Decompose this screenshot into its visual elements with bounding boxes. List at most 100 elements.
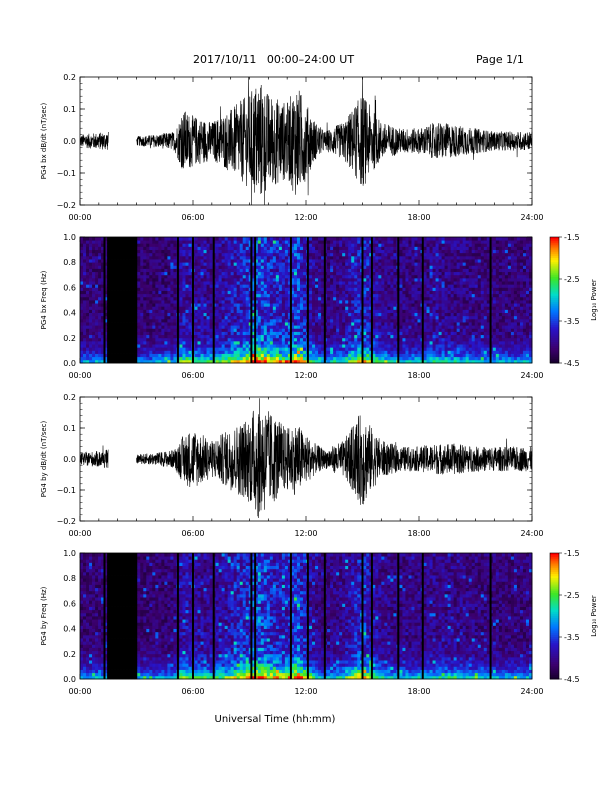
spectrogram-cell [318, 353, 322, 358]
spectrogram-cell [348, 344, 352, 348]
spectrogram-cell [333, 281, 337, 285]
spectrogram-cell [158, 328, 162, 332]
spectrogram-cell [95, 246, 99, 250]
spectrogram-cell [399, 293, 403, 298]
spectrogram-cell [260, 325, 265, 329]
spectrogram-cell [152, 303, 156, 307]
spectrogram-cell [414, 306, 418, 310]
spectrogram-cell [408, 350, 412, 354]
spectrogram-cell [318, 328, 322, 332]
spectrogram-cell [299, 337, 304, 342]
spectrogram-cell [122, 243, 126, 247]
spectrogram-cell [140, 246, 144, 250]
spectrogram-cell [245, 243, 250, 247]
spectrogram-cell [309, 331, 313, 336]
spectrogram-cell [354, 237, 358, 241]
spectrogram-cell [152, 268, 156, 273]
spectrogram-cell [116, 249, 120, 254]
spectrogram-cell [236, 287, 241, 291]
spectrogram-cell [140, 353, 144, 358]
spectrogram-cell [203, 322, 207, 326]
spectrogram-cell [321, 347, 325, 351]
spectrogram-cell [149, 259, 153, 263]
spectrogram-cell [158, 277, 162, 282]
spectrogram-cell [107, 277, 111, 282]
spectrogram-cell [125, 347, 129, 351]
spectrogram-cell [287, 265, 292, 269]
spectrogram-cell [152, 240, 156, 244]
spectrogram-cell [299, 265, 304, 269]
spectrogram-cell [290, 284, 295, 288]
spectrogram-cell [170, 337, 174, 342]
spectrogram-cell [417, 322, 421, 326]
spectrogram-cell [131, 340, 135, 345]
spectrogram-cell [293, 243, 298, 247]
spectrogram-cell [315, 255, 319, 260]
spectrogram-cell [366, 347, 370, 351]
spectrogram-cell [104, 277, 108, 282]
spectrogram-cell [417, 243, 421, 247]
spectrogram-cell [357, 350, 361, 354]
spectrogram-cell [134, 328, 138, 332]
spectrogram-cell [158, 262, 162, 266]
spectrogram-cell [167, 240, 171, 244]
spectrogram-cell [269, 281, 274, 285]
spectrogram-cell [233, 359, 238, 364]
spectrogram-cell [86, 312, 90, 317]
spectrogram-cell [411, 340, 415, 345]
spectrogram-cell [411, 359, 415, 364]
spectrogram-cell [345, 347, 349, 351]
spectrogram-cell [336, 287, 340, 291]
spectrogram-cell [381, 246, 385, 250]
spectrogram-cell [167, 287, 171, 291]
spectrogram-cell [140, 281, 144, 285]
spectrogram-cell [266, 271, 271, 276]
spectrogram-cell [200, 281, 204, 285]
spectrogram-cell [185, 309, 189, 313]
spectrogram-cell [435, 353, 439, 358]
spectrogram-cell [414, 293, 418, 298]
spectrogram-cell [137, 344, 141, 348]
spectrogram-cell [345, 252, 349, 257]
spectrogram-cell [417, 300, 421, 304]
spectrogram-cell [293, 237, 298, 241]
spectrogram-cell [321, 350, 325, 354]
spectrogram-cell [387, 309, 391, 313]
spectrogram-cell [408, 312, 412, 317]
spectrogram-cell [284, 287, 289, 291]
spectrogram-cell [296, 315, 301, 320]
spectrogram-cell [116, 287, 120, 291]
spectrogram-cell [233, 277, 238, 282]
spectrogram-cell [275, 350, 280, 354]
spectrogram-cell [224, 284, 229, 288]
spectrogram-cell [321, 334, 325, 339]
spectrogram-cell [333, 274, 337, 279]
spectrogram-cell [333, 353, 337, 358]
spectrogram-cell [167, 237, 171, 241]
spectrogram-cell [152, 337, 156, 342]
spectrogram-cell [173, 337, 177, 342]
spectrogram-cell [206, 252, 210, 257]
spectrogram-cell [272, 322, 277, 326]
spectrogram-cell [173, 271, 177, 276]
spectrogram-cell [309, 262, 313, 266]
spectrogram-cell [131, 356, 135, 361]
spectrogram-cell [194, 359, 198, 364]
spectrogram-cell [393, 259, 397, 263]
spectrogram-cell [414, 252, 418, 257]
spectrogram-cell [83, 353, 87, 358]
spectrogram-cell [197, 325, 201, 329]
spectrogram-cell [393, 353, 397, 358]
spectrogram-cell [104, 274, 108, 279]
spectrogram-cell [381, 259, 385, 263]
spectrogram-cell [233, 271, 238, 276]
spectrogram-cell [155, 262, 159, 266]
spectrogram-cell [140, 306, 144, 310]
spectrogram-cell [200, 274, 204, 279]
spectrogram-cell [339, 309, 343, 313]
spectrogram-cell [290, 303, 295, 307]
spectrogram-cell [366, 246, 370, 250]
spectrogram-cell [357, 246, 361, 250]
spectrogram-cell [179, 353, 183, 358]
spectrogram-cell [372, 249, 376, 254]
